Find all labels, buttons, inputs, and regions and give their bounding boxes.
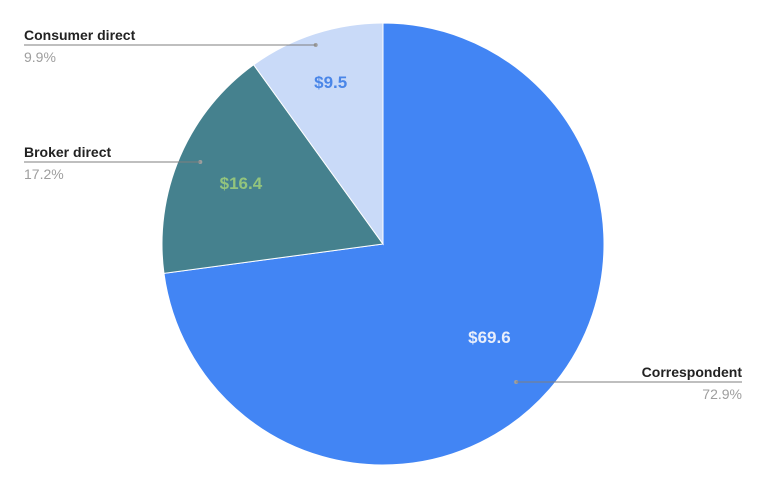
slice-value-label-broker-direct: $16.4 bbox=[220, 174, 263, 193]
value-labels-layer: $69.6 $16.4 $9.5 bbox=[220, 73, 511, 347]
pie-slice-correspondent[interactable] bbox=[163, 22, 605, 466]
category-label-consumer-direct: Consumer direct bbox=[24, 27, 136, 43]
slice-value-label-correspondent: $69.6 bbox=[468, 328, 511, 347]
slices-layer bbox=[161, 22, 605, 466]
pie-slice-broker-direct[interactable] bbox=[161, 64, 384, 274]
slice-value-label-consumer-direct: $9.5 bbox=[314, 73, 347, 92]
percent-label-broker-direct: 17.2% bbox=[24, 166, 64, 182]
pie-slice-consumer-direct[interactable] bbox=[252, 22, 384, 246]
percent-label-correspondent: 72.9% bbox=[702, 386, 742, 402]
percent-label-consumer-direct: 9.9% bbox=[24, 49, 56, 65]
callouts-layer: Correspondent 72.9% Broker direct 17.2% Cons… bbox=[24, 27, 742, 402]
category-label-correspondent: Correspondent bbox=[642, 364, 743, 380]
category-label-broker-direct: Broker direct bbox=[24, 144, 111, 160]
